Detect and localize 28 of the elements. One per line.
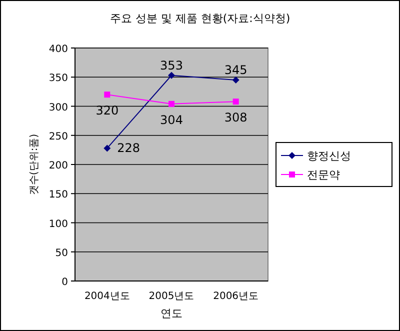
- data-label: 345: [224, 63, 248, 78]
- y-tick-label: 200: [48, 160, 68, 172]
- legend-label: 전문약: [307, 168, 340, 182]
- data-label: 353: [160, 58, 183, 72]
- chart-title: 주요 성분 및 제품 현황(자료:식약청): [110, 12, 290, 25]
- point: [104, 144, 111, 152]
- y-axis-title: 갯수(단위:품): [29, 134, 40, 196]
- legend-label: 향정신성: [307, 150, 351, 162]
- data-label: 228: [117, 141, 140, 156]
- x-tick-label: 2005년도: [148, 291, 194, 302]
- y-tick-label: 250: [48, 131, 68, 142]
- point: [232, 98, 239, 105]
- y-tick-label: 0: [62, 277, 68, 288]
- x-tick-label: 2006년도: [213, 291, 259, 302]
- point: [168, 72, 175, 79]
- point: [168, 100, 174, 107]
- y-tick-label: 400: [48, 44, 68, 55]
- point: [104, 92, 110, 98]
- y-tick-label: 100: [48, 218, 68, 230]
- y-tick-label: 350: [48, 73, 68, 84]
- x-tick-label: 2004년도: [84, 291, 130, 302]
- data-label: 304: [160, 112, 183, 127]
- y-tick-label: 300: [48, 102, 68, 114]
- y-tick-label: 150: [48, 190, 68, 201]
- x-axis-title: 연도: [160, 307, 182, 320]
- y-tick-label: 50: [55, 248, 68, 259]
- point: [232, 76, 240, 84]
- data-label: 308: [224, 110, 248, 125]
